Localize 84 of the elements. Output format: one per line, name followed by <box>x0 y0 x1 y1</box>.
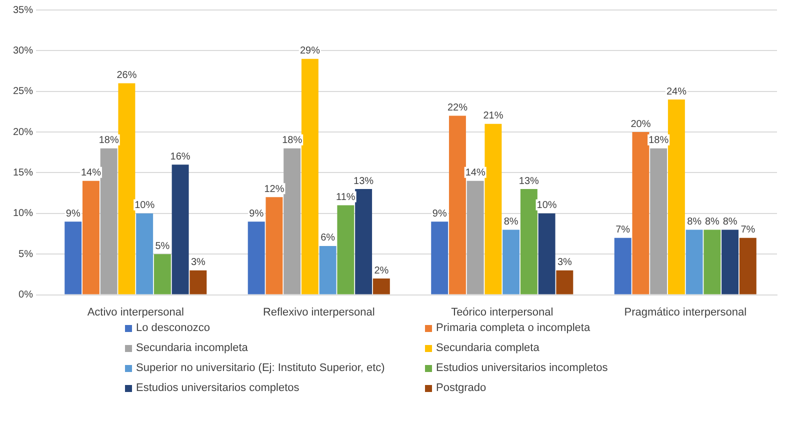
bar <box>502 230 520 294</box>
bar <box>431 222 448 294</box>
data-label: 14% <box>465 168 486 179</box>
bar <box>248 222 265 294</box>
bar <box>632 132 650 294</box>
data-label: 8% <box>687 216 702 228</box>
data-label: 8% <box>504 216 518 228</box>
data-label: 9% <box>249 208 264 220</box>
data-label: 13% <box>518 176 540 187</box>
bar <box>190 270 207 294</box>
bar <box>136 213 154 294</box>
legend-label: Postgrado <box>436 382 486 394</box>
data-label: 20% <box>630 118 651 130</box>
bar <box>301 58 318 294</box>
legend-label: Estudios universitarios incompletos <box>436 362 608 374</box>
data-label: 3% <box>557 257 572 268</box>
legend-label: Estudios universitarios completos <box>136 382 300 394</box>
y-tick-label: 25% <box>13 86 34 98</box>
bar <box>172 164 189 294</box>
data-label: 16% <box>170 151 190 162</box>
y-tick-label: 35% <box>13 4 34 16</box>
bar <box>100 148 118 294</box>
data-label: 29% <box>300 46 320 57</box>
y-tick-label: 0% <box>18 290 34 301</box>
bar <box>154 254 171 294</box>
data-label: 21% <box>483 110 504 122</box>
y-tick-label: 5% <box>18 248 34 260</box>
data-label: 18% <box>282 135 302 146</box>
bar <box>337 205 354 294</box>
data-label: 9% <box>432 208 447 220</box>
data-label: 2% <box>374 265 389 276</box>
data-label: 18% <box>98 135 119 146</box>
data-label: 3% <box>190 257 206 268</box>
legend-label: Secundaria completa <box>436 342 540 354</box>
bar <box>650 148 668 294</box>
legend-label: Superior no universitario (Ej: Instituto Superior, etc) <box>136 362 385 374</box>
bar <box>284 148 301 294</box>
data-label: 12% <box>264 184 284 195</box>
bar <box>538 213 556 294</box>
bar <box>319 246 336 294</box>
data-label: 18% <box>648 135 669 146</box>
data-label: 10% <box>536 200 557 212</box>
bar <box>722 230 739 294</box>
data-label: 14% <box>80 168 102 179</box>
bar <box>704 230 721 294</box>
data-label: 8% <box>722 216 738 228</box>
data-label: 24% <box>666 86 687 98</box>
bar <box>118 83 136 294</box>
data-label: 5% <box>155 240 170 252</box>
bar <box>556 270 574 294</box>
legend-label: Primaria completa o incompleta <box>436 322 590 334</box>
data-label: 13% <box>354 176 374 187</box>
bar <box>466 180 484 294</box>
legend-label: Secundaria incompleta <box>136 342 248 354</box>
bar <box>484 124 502 294</box>
x-tick-label: Teórico interpersonal <box>451 306 554 318</box>
data-label: 8% <box>704 216 720 228</box>
bar <box>82 180 100 294</box>
data-label: 11% <box>336 192 356 204</box>
y-tick-label: 20% <box>13 126 34 138</box>
data-label: 10% <box>134 200 155 212</box>
x-tick-label: Activo interpersonal <box>87 306 184 318</box>
bar <box>614 238 632 294</box>
y-tick-label: 30% <box>13 45 34 56</box>
bar <box>739 238 756 294</box>
legend-label: Lo desconozco <box>136 322 210 334</box>
data-label: 22% <box>447 102 468 114</box>
y-tick-label: 10% <box>13 208 34 220</box>
bar <box>64 222 82 294</box>
bar <box>355 189 372 294</box>
data-label: 26% <box>116 70 137 81</box>
bar <box>448 116 466 294</box>
bar <box>520 189 538 294</box>
x-tick-label: Pragmático interpersonal <box>624 306 747 318</box>
data-label: 7% <box>616 224 630 236</box>
data-label: 6% <box>320 232 336 244</box>
bar <box>266 197 283 294</box>
bar <box>668 100 685 294</box>
bar <box>372 278 390 294</box>
x-tick-label: Reflexivo interpersonal <box>262 306 375 318</box>
y-tick-label: 15% <box>13 167 34 178</box>
data-label: 9% <box>66 208 80 220</box>
bar <box>686 230 703 294</box>
data-label: 7% <box>740 224 756 236</box>
